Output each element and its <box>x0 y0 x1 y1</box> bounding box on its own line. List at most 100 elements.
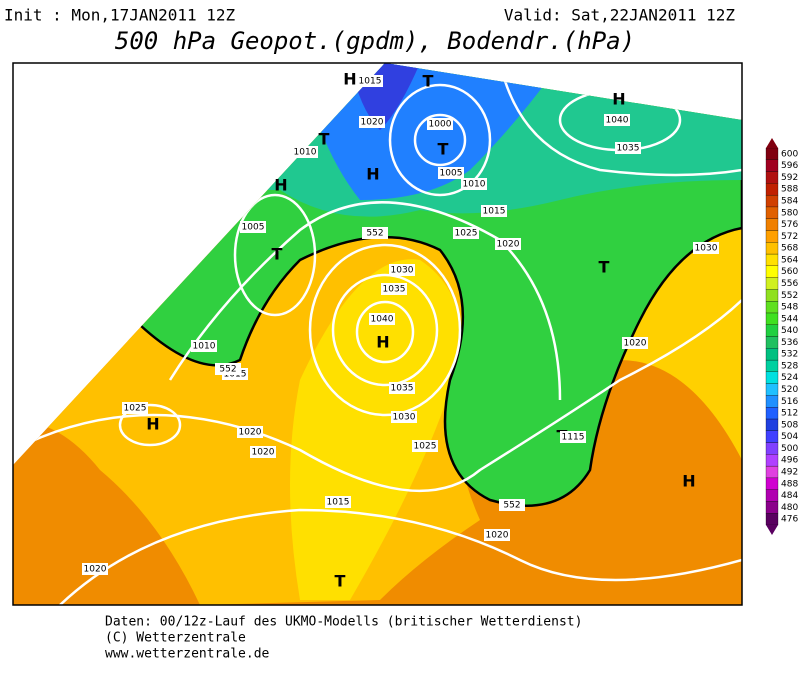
colorbar-swatch <box>765 171 779 184</box>
isobar-label: 1035 <box>617 144 640 154</box>
colorbar-label: 512 <box>781 409 798 419</box>
colorbar-swatch <box>765 253 779 266</box>
label-bg <box>604 114 630 126</box>
pressure-center: T <box>438 140 449 159</box>
colorbar-label: 536 <box>781 338 798 348</box>
colorbar-swatch <box>765 312 779 325</box>
isobar-label: 1015 <box>327 498 350 508</box>
isobar <box>118 403 182 447</box>
colorbar-swatch <box>765 359 779 372</box>
colorbar-swatch <box>765 418 779 431</box>
colorbar: 4764804844884924965005045085125165205245… <box>765 138 798 535</box>
label-bg <box>615 142 641 154</box>
label-bg <box>122 402 148 414</box>
colorbar-label: 488 <box>781 479 798 489</box>
pressure-center: H <box>612 90 625 109</box>
colorbar-swatch <box>765 289 779 302</box>
isobar-label: 1020 <box>252 448 275 458</box>
colorbar-swatch <box>765 230 779 243</box>
isobar-label: 1115 <box>562 433 585 443</box>
isobar-label: 1025 <box>124 404 147 414</box>
colorbar-swatch <box>765 501 779 514</box>
colorbar-label: 584 <box>781 197 798 207</box>
colorbar-label: 600 <box>781 149 798 159</box>
colorbar-swatch <box>765 147 779 160</box>
colorbar-swatch <box>765 348 779 361</box>
label-bg <box>391 411 417 423</box>
colorbar-label: 560 <box>781 267 798 277</box>
colorbar-label: 496 <box>781 456 798 466</box>
label-bg <box>369 313 395 325</box>
label-bg <box>359 116 385 128</box>
colorbar-swatch <box>765 206 779 219</box>
isobar-label: 1015 <box>359 77 382 87</box>
colorbar-swatch <box>765 371 779 384</box>
colorbar-cap <box>766 525 778 535</box>
colorbar-label: 484 <box>781 491 798 501</box>
isobar-label: 1040 <box>371 315 394 325</box>
isobar-label: 1035 <box>391 384 414 394</box>
isobar-label: 1010 <box>294 148 317 158</box>
colorbar-swatch <box>765 430 779 443</box>
isobar <box>388 83 492 197</box>
colorbar-swatch <box>765 454 779 467</box>
colorbar-swatch <box>765 442 779 455</box>
label-bg <box>250 446 276 458</box>
label-bg <box>481 205 507 217</box>
colorbar-label: 568 <box>781 244 798 254</box>
label-bg <box>240 221 266 233</box>
colorbar-label: 492 <box>781 467 798 477</box>
colorbar-label: 520 <box>781 385 798 395</box>
label-bg <box>412 440 438 452</box>
label-bg <box>693 242 719 254</box>
init-time: Init : Mon,17JAN2011 12Z <box>4 6 236 25</box>
label-bg <box>215 363 241 375</box>
isobar-label: 1020 <box>239 428 262 438</box>
colorbar-swatch <box>765 477 779 490</box>
label-bg <box>82 563 108 575</box>
isobar <box>355 300 415 364</box>
isobar-label: 552 <box>503 501 520 511</box>
isobar-label: 1025 <box>414 442 437 452</box>
colorbar-label: 500 <box>781 444 798 454</box>
colorbar-swatch <box>765 265 779 278</box>
isobar-label: 1015 <box>483 207 506 217</box>
colorbar-label: 480 <box>781 503 798 513</box>
map-title: 500 hPa Geopot.(gpdm), Bodendr.(hPa) <box>115 27 635 55</box>
colorbar-label: 544 <box>781 314 798 324</box>
pressure-center: T <box>335 572 346 591</box>
colorbar-label: 532 <box>781 350 798 360</box>
colorbar-swatch <box>765 194 779 208</box>
colorbar-label: 504 <box>781 432 798 442</box>
colorbar-label: 556 <box>781 279 798 289</box>
colorbar-swatch <box>765 395 779 408</box>
isobar-label: 1020 <box>84 565 107 575</box>
colorbar-label: 596 <box>781 161 798 171</box>
colorbar-swatch <box>765 336 779 349</box>
label-bg <box>495 238 521 250</box>
isobar <box>498 63 742 177</box>
colorbar-label: 524 <box>781 373 798 383</box>
colorbar-swatch <box>765 465 779 479</box>
map-border <box>12 62 743 606</box>
colorbar-label: 552 <box>781 291 798 301</box>
isobar-label: 1005 <box>242 223 265 233</box>
colorbar-swatch <box>765 183 779 196</box>
isobar <box>331 273 439 387</box>
isobar <box>308 243 462 417</box>
pressure-center: T <box>319 130 330 149</box>
footer-source: Daten: 00/12z-Lauf des UKMO-Modells (bri… <box>105 615 582 630</box>
isobar-label: 1010 <box>463 180 486 190</box>
isobar <box>13 299 742 493</box>
colorbar-label: 540 <box>781 326 798 336</box>
isobar-label: 1035 <box>383 285 406 295</box>
isobar <box>233 193 317 317</box>
pressure-center: H <box>146 415 159 434</box>
label-bg <box>381 283 407 295</box>
colorbar-cap <box>766 138 778 148</box>
pressure-center: H <box>343 70 356 89</box>
pressure-center: T <box>423 72 434 91</box>
label-bg <box>499 499 525 511</box>
